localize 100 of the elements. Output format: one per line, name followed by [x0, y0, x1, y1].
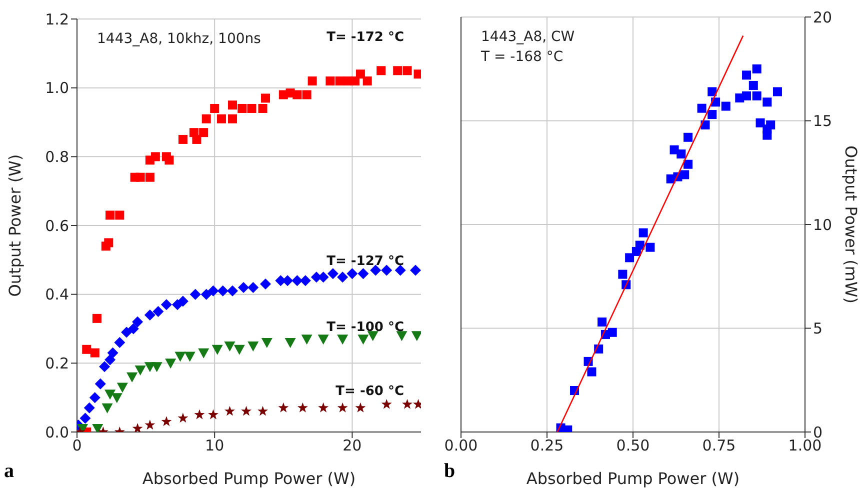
- point: [184, 352, 196, 362]
- point: [104, 390, 116, 400]
- point: [192, 134, 202, 144]
- point: [199, 128, 208, 138]
- y2-tick-label: 15: [813, 112, 832, 130]
- point: [106, 210, 115, 220]
- point: [411, 331, 421, 342]
- point: [92, 314, 102, 323]
- point: [102, 403, 113, 414]
- point: [247, 104, 256, 113]
- annotation: T = -168 °C: [481, 48, 564, 67]
- point: [598, 318, 607, 327]
- point: [248, 282, 259, 293]
- point: [708, 87, 717, 96]
- point: [212, 344, 223, 355]
- point: [410, 264, 421, 276]
- point: [756, 118, 765, 128]
- x-tick-label: 1.00: [788, 436, 822, 455]
- point: [748, 80, 758, 90]
- point: [200, 288, 212, 300]
- point: [116, 382, 128, 393]
- point: [121, 326, 132, 338]
- point: [217, 285, 228, 296]
- point: [402, 398, 412, 409]
- point: [241, 406, 252, 416]
- point: [308, 76, 317, 86]
- x-tick-label: 0: [72, 436, 82, 455]
- y-tick-label: 0.0: [45, 423, 69, 442]
- point: [402, 66, 412, 76]
- point: [684, 160, 693, 169]
- point: [350, 76, 360, 86]
- point: [226, 285, 238, 296]
- y-tick-label: 0.6: [45, 216, 69, 235]
- point: [327, 268, 338, 280]
- point: [742, 70, 752, 80]
- point: [261, 94, 270, 103]
- point: [228, 100, 237, 110]
- point: [150, 152, 160, 162]
- point: [202, 114, 211, 124]
- point: [346, 268, 358, 280]
- point: [190, 288, 201, 300]
- point: [174, 352, 186, 362]
- point: [762, 130, 772, 140]
- annotation: T= -60 °C: [336, 384, 404, 399]
- x-tick-label: 20: [342, 436, 362, 455]
- point: [370, 264, 382, 276]
- point: [126, 372, 138, 382]
- point: [358, 268, 369, 280]
- annotation: T= -127 °C: [326, 254, 404, 269]
- point: [625, 253, 634, 262]
- point: [618, 270, 628, 279]
- point: [111, 393, 122, 404]
- point: [646, 242, 655, 252]
- point: [326, 76, 335, 86]
- point: [99, 361, 110, 372]
- point: [224, 341, 236, 352]
- point: [161, 416, 172, 426]
- x-tick-label: 10: [205, 436, 224, 455]
- point: [608, 328, 617, 337]
- point: [742, 91, 752, 100]
- point: [318, 334, 329, 345]
- point: [381, 398, 392, 409]
- annotation: 1443_A8, CW: [481, 28, 575, 47]
- point: [94, 378, 106, 390]
- point: [210, 104, 220, 113]
- annotation: T= -100 °C: [326, 320, 404, 335]
- point: [393, 66, 402, 76]
- point: [752, 91, 762, 100]
- point: [165, 358, 176, 369]
- point: [376, 66, 386, 76]
- point: [638, 228, 648, 238]
- point: [278, 402, 289, 412]
- point: [107, 347, 118, 358]
- y-axis-title: Output Power (W): [6, 154, 25, 297]
- text: a: [4, 460, 14, 483]
- point: [164, 156, 174, 165]
- point: [194, 409, 205, 420]
- point: [238, 282, 249, 293]
- point: [89, 392, 100, 404]
- point: [762, 98, 772, 107]
- point: [152, 306, 164, 318]
- point: [396, 331, 408, 342]
- point: [104, 354, 116, 366]
- point: [114, 337, 126, 348]
- point: [132, 316, 144, 328]
- point: [772, 87, 782, 96]
- point: [84, 402, 95, 414]
- point: [128, 323, 139, 334]
- y-tick-label: 0.2: [45, 354, 69, 372]
- point: [301, 334, 312, 345]
- x-tick-label: 0.00: [444, 436, 478, 455]
- point: [684, 132, 693, 142]
- point: [216, 114, 226, 124]
- point: [144, 309, 156, 320]
- point: [208, 285, 219, 296]
- point: [721, 102, 730, 111]
- point: [261, 338, 272, 348]
- point: [337, 272, 348, 283]
- point: [752, 64, 762, 74]
- point: [260, 278, 272, 290]
